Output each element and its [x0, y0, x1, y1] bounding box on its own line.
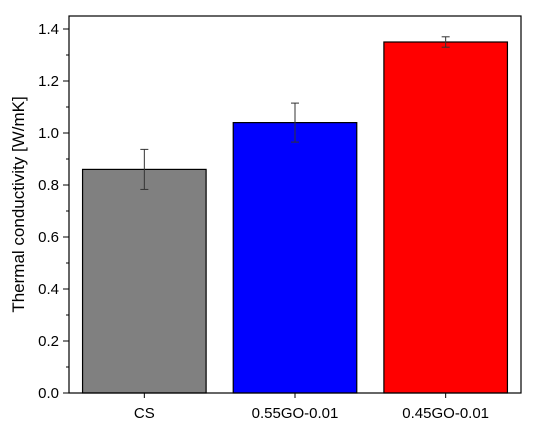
plot-frame: [68, 15, 522, 394]
bar-0.55GO-0.01: [232, 121, 358, 394]
y-axis-title: Thermal conductivity [W/mK]: [9, 96, 28, 312]
y-tick-label-0.8: 0.8: [38, 177, 59, 194]
axes-layer: CS 0.55GO-0.01 0.45GO-0.01 0.0 0.2 0.4 0.6 0.8 1…: [38, 15, 522, 422]
y-tick-label-0.6: 0.6: [38, 229, 59, 246]
x-tick-label-0.45GO-0.01: 0.45GO-0.01: [402, 405, 489, 422]
y-tick-label-0.4: 0.4: [38, 281, 59, 298]
x-tick-label-0.55GO-0.01: 0.55GO-0.01: [252, 405, 339, 422]
y-tick-label-0.2: 0.2: [38, 333, 59, 350]
y-tick-label-0.0: 0.0: [38, 385, 59, 402]
bars-layer: [81, 41, 509, 394]
bar-CS: [81, 168, 207, 394]
y-tick-label-1.2: 1.2: [38, 73, 59, 90]
y-tick-label-1.0: 1.0: [38, 125, 59, 142]
error-bars-layer: [140, 36, 450, 190]
y-tick-label-1.4: 1.4: [38, 21, 59, 38]
x-tick-label-CS: CS: [134, 405, 155, 422]
bar-0.45GO-0.01: [383, 41, 509, 394]
